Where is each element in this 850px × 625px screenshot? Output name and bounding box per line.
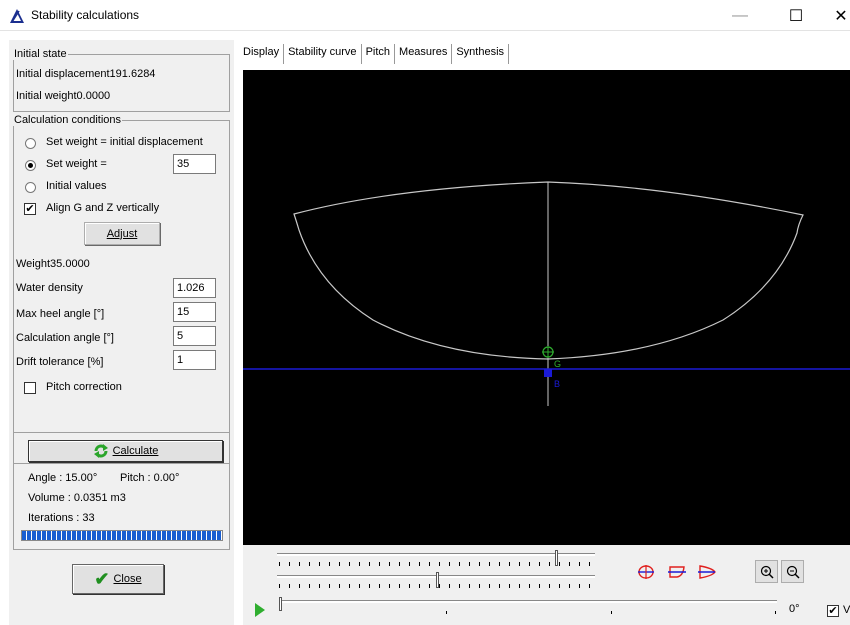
calculation-angle-input[interactable] xyxy=(173,326,216,346)
window-title: Stability calculations xyxy=(31,8,140,22)
g-label: G xyxy=(554,359,561,369)
adjust-button[interactable]: Adjust xyxy=(84,222,160,245)
max-heel-input[interactable] xyxy=(173,302,216,322)
drift-tolerance-input[interactable] xyxy=(173,350,216,370)
pitch-correction-label: Pitch correction xyxy=(46,381,122,393)
plan-view-icon[interactable] xyxy=(697,562,717,582)
refresh-icon xyxy=(93,444,108,458)
calculation-conditions-group: Calculation conditions Set weight = init… xyxy=(13,114,230,464)
water-density-input[interactable] xyxy=(173,278,216,298)
tab-measures[interactable]: Measures xyxy=(395,44,453,64)
center-of-buoyancy-marker xyxy=(544,369,552,377)
checkmark-icon: ✔ xyxy=(94,568,110,589)
hull-section-drawing: G B xyxy=(243,181,850,406)
angle-slider-thumb[interactable] xyxy=(279,597,282,611)
zoom-in-button[interactable] xyxy=(755,560,778,583)
profile-view-icon[interactable] xyxy=(667,562,687,582)
initial-state-group: Initial state Initial displacement191.62… xyxy=(13,48,230,112)
radio-weight-initial-displacement[interactable] xyxy=(25,138,36,149)
b-label: B xyxy=(554,379,560,389)
radio-set-weight[interactable] xyxy=(25,160,36,171)
pitch-correction-checkbox[interactable] xyxy=(24,382,36,394)
adjust-button-label: Adjust xyxy=(106,227,138,240)
maximize-button[interactable]: ☐ xyxy=(788,7,804,25)
align-g-z-label: Align G and Z vertically xyxy=(46,202,160,214)
calculate-button[interactable]: Calculate xyxy=(28,440,223,462)
zoom-in-icon xyxy=(760,565,774,579)
slider-2-thumb[interactable] xyxy=(436,572,439,588)
calculation-angle-label: Calculation angle [°] xyxy=(16,332,114,344)
hull-display-canvas[interactable]: G B xyxy=(243,70,850,545)
slider-1-ticks xyxy=(279,562,595,566)
section-view-icon[interactable] xyxy=(636,562,656,582)
radio-initial-values[interactable] xyxy=(25,182,36,193)
minimize-button[interactable]: — xyxy=(732,6,748,24)
radio-set-weight-label: Set weight = xyxy=(46,158,107,170)
drift-tolerance-label: Drift tolerance [%] xyxy=(16,356,104,368)
angle-slider-tick-3 xyxy=(775,611,776,614)
progress-bar xyxy=(21,530,223,541)
center-of-gravity-marker xyxy=(542,346,554,358)
align-g-z-checkbox[interactable]: ✔ xyxy=(24,203,36,215)
bottom-controls: 0° ✔ V xyxy=(243,545,850,625)
zoom-out-icon xyxy=(786,565,800,579)
initial-state-legend: Initial state xyxy=(13,48,68,60)
angle-slider-tick-2 xyxy=(611,611,612,614)
initial-weight-text: Initial weight0.0000 xyxy=(16,90,111,102)
radio-initial-values-label: Initial values xyxy=(46,180,107,192)
close-window-button[interactable]: ✕ xyxy=(834,7,848,25)
angle-readout: 0° xyxy=(789,603,800,615)
close-button-label: Close xyxy=(113,573,142,585)
tab-pitch[interactable]: Pitch xyxy=(361,44,396,64)
slider-1-track[interactable] xyxy=(277,553,595,556)
pitch-result: Pitch : 0.00° xyxy=(120,472,180,484)
weight-text: Weight35.0000 xyxy=(16,258,90,270)
max-heel-label: Max heel angle [°] xyxy=(16,308,105,320)
app-logo-icon xyxy=(10,9,24,23)
left-panel: Initial state Initial displacement191.62… xyxy=(9,40,234,625)
calculate-button-label: Calculate xyxy=(112,445,159,457)
radio-weight-initial-displacement-label: Set weight = initial displacement xyxy=(46,136,203,148)
set-weight-input[interactable] xyxy=(173,154,216,174)
slider-1-thumb[interactable] xyxy=(555,550,558,566)
title-bar: Stability calculations — ☐ ✕ xyxy=(0,0,850,31)
tab-bar: Display Stability curve Pitch Measures S… xyxy=(239,44,510,64)
angle-result: Angle : 15.00° xyxy=(28,472,98,484)
zoom-out-button[interactable] xyxy=(781,560,804,583)
calculation-conditions-legend: Calculation conditions xyxy=(13,114,123,126)
tab-display[interactable]: Display xyxy=(239,44,285,64)
initial-displacement-text: Initial displacement191.6284 xyxy=(16,68,156,80)
view-checkbox[interactable]: ✔ xyxy=(827,605,839,617)
volume-result: Volume : 0.0351 m3 xyxy=(28,492,126,504)
view-checkbox-label: V xyxy=(843,604,850,616)
play-icon[interactable] xyxy=(255,603,265,617)
tab-synthesis[interactable]: Synthesis xyxy=(452,44,510,64)
angle-slider-track[interactable] xyxy=(279,600,777,603)
iterations-result: Iterations : 33 xyxy=(28,512,95,524)
close-button[interactable]: ✔ Close xyxy=(72,564,164,594)
results-group xyxy=(13,432,230,550)
angle-slider-tick-1 xyxy=(446,611,447,614)
tab-stability-curve[interactable]: Stability curve xyxy=(284,44,362,64)
water-density-label: Water density xyxy=(16,282,83,294)
